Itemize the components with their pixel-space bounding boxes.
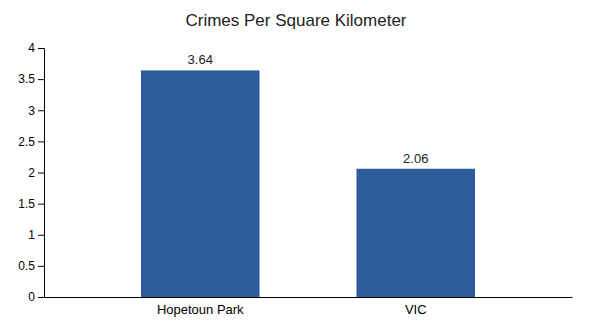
plot: 0 0.5 1 1.5 2 2.5 3 3.5 4 Hopetoun Park VIC 3.64 2.0… — [18, 41, 572, 317]
y-axis: 0 0.5 1 1.5 2 2.5 3 3.5 4 — [18, 41, 44, 304]
bars — [141, 70, 475, 297]
tick-mark — [38, 141, 44, 142]
tick-mark — [38, 110, 44, 111]
data-label: 2.06 — [403, 151, 428, 166]
tick-mark — [38, 235, 44, 236]
tick-mark — [38, 48, 44, 49]
tick: VIC — [405, 302, 427, 317]
data-label: 3.64 — [188, 52, 213, 67]
tick-label: 0 — [28, 290, 35, 304]
tick: 2 — [28, 166, 44, 180]
tick-label: VIC — [405, 302, 427, 317]
tick-label: Hopetoun Park — [157, 302, 244, 317]
tick: 2.5 — [18, 135, 44, 149]
tick-label: 2.5 — [18, 135, 35, 149]
tick-mark — [38, 204, 44, 205]
axis-line — [45, 297, 573, 298]
tick-mark — [38, 297, 44, 298]
tick: 0.5 — [18, 259, 44, 273]
chart: Crimes Per Square Kilometer 0 0.5 1 1.5 2 2.5 3… — [0, 0, 592, 333]
tick-label: 1 — [28, 228, 35, 242]
data-labels: 3.64 2.06 — [188, 52, 429, 165]
tick-mark — [38, 79, 44, 80]
tick: Hopetoun Park — [157, 302, 244, 317]
tick: 3.5 — [18, 72, 44, 86]
tick-label: 1.5 — [18, 197, 35, 211]
tick-mark — [38, 173, 44, 174]
tick-label: 3.5 — [18, 72, 35, 86]
tick-mark — [38, 266, 44, 267]
tick-label: 3 — [28, 104, 35, 118]
axis-line — [38, 49, 45, 298]
x-axis: Hopetoun Park VIC — [45, 298, 573, 318]
tick-label: 4 — [28, 41, 35, 55]
tick: 3 — [28, 104, 44, 118]
title: Crimes Per Square Kilometer — [185, 11, 406, 30]
tick-label: 0.5 — [18, 259, 35, 273]
bar — [141, 70, 260, 297]
tick: 1.5 — [18, 197, 44, 211]
tick: 0 — [28, 290, 44, 304]
tick: 1 — [28, 228, 44, 242]
tick-label: 2 — [28, 166, 35, 180]
tick: 4 — [28, 41, 44, 55]
bar — [356, 169, 475, 297]
